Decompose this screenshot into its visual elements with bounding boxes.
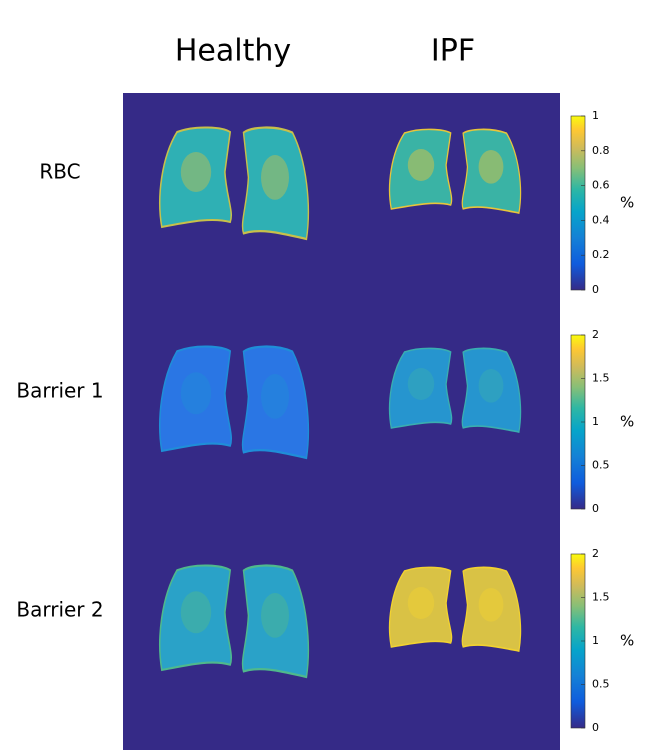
colorbar-unit: % (620, 413, 634, 431)
lung (461, 347, 522, 433)
lung-texture (180, 591, 212, 634)
lung-texture (478, 150, 504, 184)
lung (461, 128, 522, 214)
row-label: Barrier 2 (16, 598, 103, 622)
colorbar-tick-label: 1.5 (592, 372, 610, 385)
colorbar (570, 115, 586, 291)
colorbar-unit: % (620, 632, 634, 650)
lung (388, 566, 453, 648)
lung (159, 126, 232, 229)
colorbar-tick-label: 2 (592, 328, 599, 341)
lung-texture (478, 588, 504, 622)
lung (241, 564, 309, 679)
colorbar-tick-label: 0.5 (592, 459, 610, 472)
colorbar-tick-label: 2 (592, 547, 599, 560)
column-header: Healthy (175, 34, 291, 69)
lung-texture (407, 368, 435, 400)
lung-texture (407, 149, 435, 181)
lung (461, 566, 522, 652)
colorbar-tick-label: 0 (592, 502, 599, 515)
lung-texture (180, 372, 212, 415)
column-header: IPF (431, 34, 475, 69)
lung-texture (407, 587, 435, 619)
colorbar-tick-label: 1 (592, 634, 599, 647)
lung-texture (261, 155, 289, 200)
lung (388, 347, 453, 429)
colorbar-tick-label: 0.8 (592, 144, 610, 157)
lung-texture (478, 369, 504, 403)
colorbar-tick-label: 1 (592, 415, 599, 428)
colorbar-tick-label: 0.5 (592, 678, 610, 691)
lung-texture (261, 374, 289, 419)
colorbar-tick-label: 1 (592, 109, 599, 122)
colorbar-tick-label: 0.4 (592, 213, 610, 226)
lung (159, 345, 232, 453)
row-label: Barrier 1 (16, 379, 103, 403)
colorbar-tick-label: 0.6 (592, 179, 610, 192)
colorbar-tick-label: 0 (592, 721, 599, 734)
lung-texture (261, 593, 289, 638)
colorbar-unit: % (620, 194, 634, 212)
lung-texture (180, 152, 212, 192)
colorbar-tick-label: 0 (592, 283, 599, 296)
colorbar-tick-label: 1.5 (592, 591, 610, 604)
lung (159, 564, 232, 672)
lung (241, 126, 309, 241)
colorbar-tick-label: 0.2 (592, 248, 610, 261)
lung (388, 128, 453, 210)
lung-images (159, 126, 522, 679)
lung (241, 345, 309, 460)
row-label: RBC (39, 160, 80, 184)
